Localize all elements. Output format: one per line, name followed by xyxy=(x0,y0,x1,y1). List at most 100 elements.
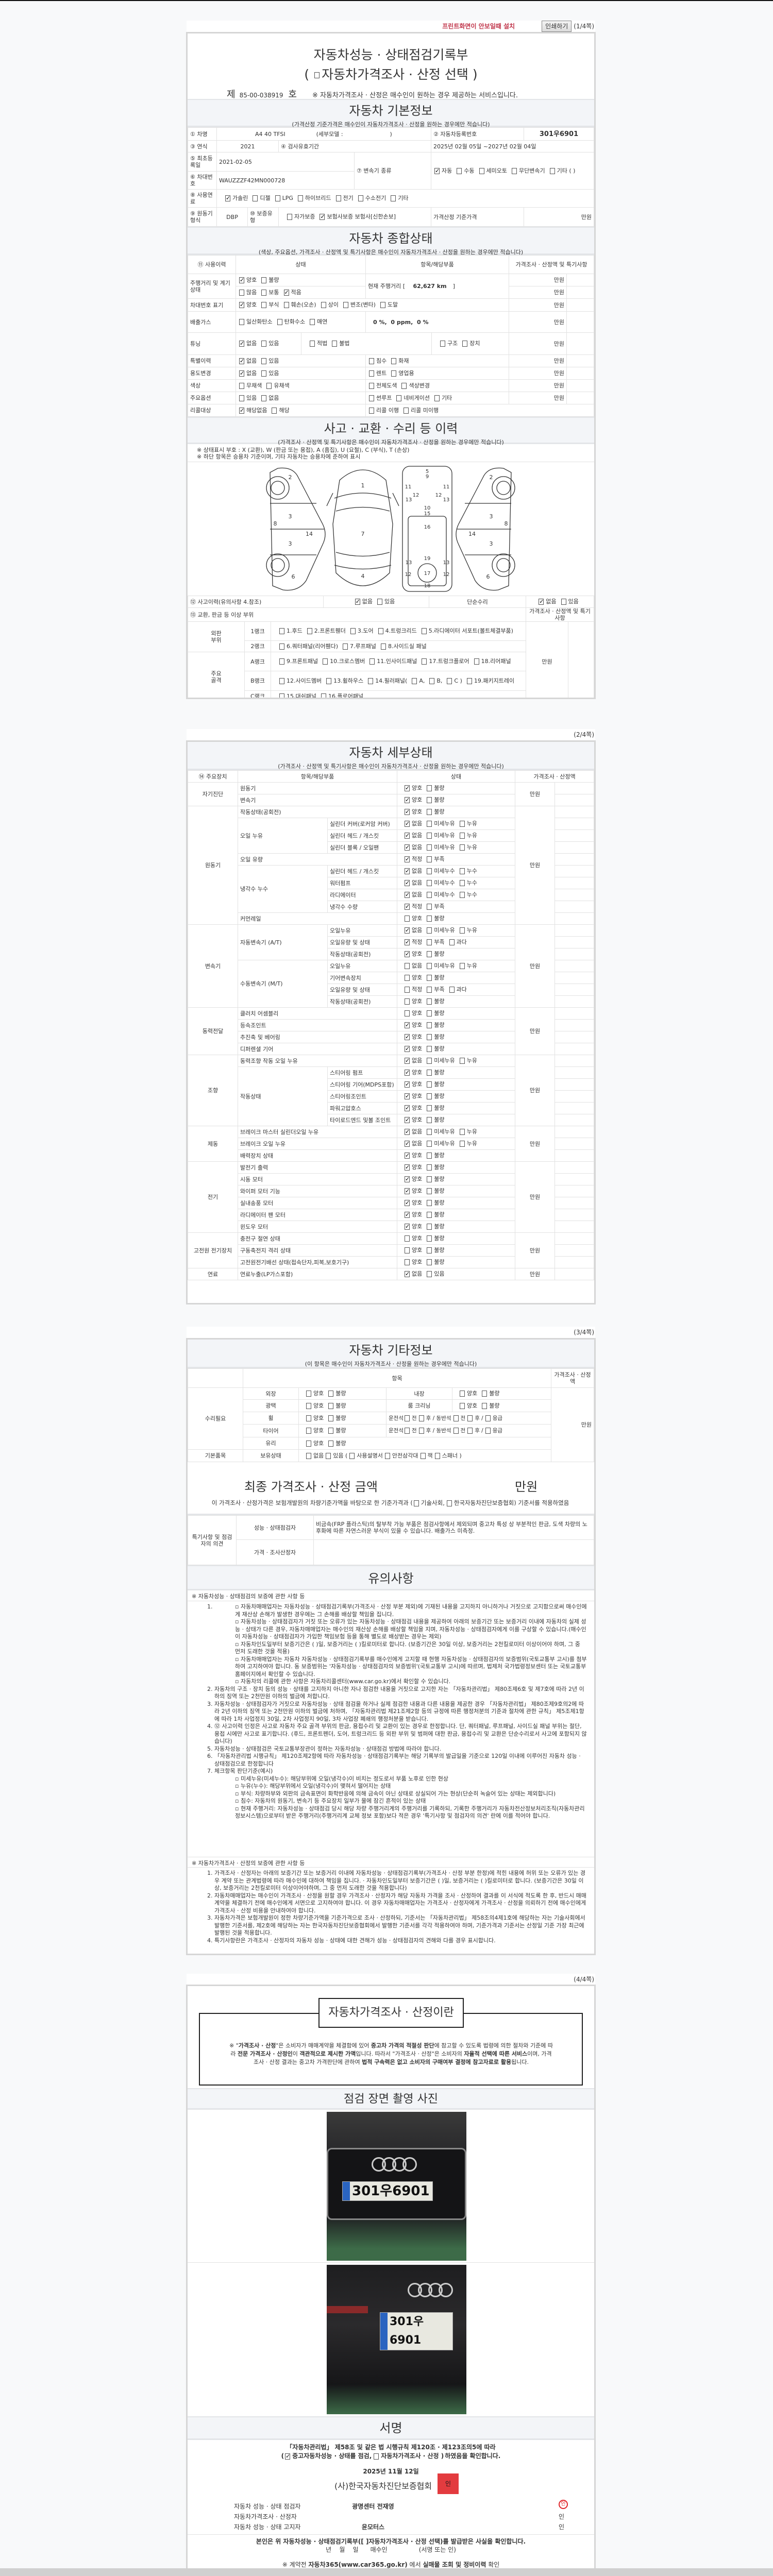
checkbox[interactable] xyxy=(279,693,284,698)
checkbox-option[interactable]: ✓ 없음 xyxy=(537,597,557,606)
checkbox-option[interactable]: ✓ 없음 xyxy=(404,1139,422,1148)
checkbox[interactable] xyxy=(427,998,432,1005)
checkbox[interactable] xyxy=(239,319,244,325)
checkbox-option[interactable]: 누유 xyxy=(459,1127,477,1137)
checkbox[interactable] xyxy=(427,1271,432,1277)
checkbox[interactable] xyxy=(427,880,432,886)
checkbox-option[interactable]: 불량 xyxy=(327,1401,346,1411)
checkbox-option[interactable]: 불량 xyxy=(426,1175,445,1184)
checkbox-option[interactable]: 미세누유 xyxy=(426,926,455,935)
checked-checkbox[interactable]: ✓ xyxy=(405,808,410,815)
print-install-link[interactable]: 프린트화면이 안보일때 설치 xyxy=(442,23,515,30)
checkbox-option[interactable]: ✓ 적정 xyxy=(404,855,422,864)
checkbox[interactable] xyxy=(474,658,479,665)
checkbox-option[interactable]: 응급 xyxy=(484,1414,502,1423)
checkbox[interactable] xyxy=(378,628,383,634)
checkbox[interactable] xyxy=(401,382,407,389)
checkbox[interactable] xyxy=(326,677,332,684)
checkbox-option[interactable]: ✓ 양호 xyxy=(404,1115,422,1125)
checkbox-option[interactable]: 적법 xyxy=(309,339,327,348)
checkbox-option[interactable]: ✓ 없음 xyxy=(404,843,422,852)
checkbox-option[interactable]: 있음 ( xyxy=(325,1451,347,1461)
checkbox[interactable] xyxy=(310,319,315,325)
checkbox[interactable] xyxy=(482,1391,488,1397)
checkbox-option[interactable]: 누유 xyxy=(459,843,477,852)
checkbox[interactable] xyxy=(561,599,566,605)
checkbox-option[interactable]: ✓ 양호 xyxy=(238,276,257,285)
checkbox-option[interactable]: 무채색 xyxy=(238,381,262,391)
buyer-signature[interactable]: (서명 또는 인) xyxy=(418,2546,456,2553)
checkbox[interactable] xyxy=(485,1428,491,1434)
checkbox-option[interactable]: 19.패키지트레이 xyxy=(466,676,514,686)
checkbox[interactable] xyxy=(377,599,382,605)
checkbox-option[interactable]: 12.사이드멤버 xyxy=(278,676,322,686)
checkbox-option[interactable]: 있음 xyxy=(260,339,279,348)
checkbox-option[interactable]: 있음 xyxy=(560,597,579,606)
checkbox[interactable] xyxy=(279,628,284,634)
checkbox-option[interactable]: 불법 xyxy=(331,339,350,348)
checkbox[interactable] xyxy=(405,987,410,993)
checked-checkbox[interactable]: ✓ xyxy=(405,1128,410,1135)
checkbox-option[interactable]: ✓ 양호 xyxy=(238,300,257,310)
checkbox-option[interactable]: 과다 xyxy=(448,985,467,994)
checkbox[interactable] xyxy=(427,1212,432,1218)
checkbox-option[interactable]: ✓ 없음 xyxy=(354,597,373,606)
checkbox[interactable] xyxy=(261,277,267,283)
checkbox-option[interactable]: ✓ 없음 xyxy=(238,339,257,348)
checkbox-option[interactable]: 미세누유 xyxy=(426,961,455,971)
checkbox[interactable] xyxy=(427,1153,432,1159)
checkbox[interactable] xyxy=(380,302,385,308)
checkbox-option[interactable]: 양호 xyxy=(404,997,422,1006)
checkbox-option[interactable]: 불량 xyxy=(426,1021,445,1030)
checkbox-option[interactable]: 불량 xyxy=(426,1163,445,1172)
checkbox-option[interactable]: 불량 xyxy=(426,997,445,1006)
checked-checkbox[interactable]: ✓ xyxy=(405,1069,410,1076)
checkbox[interactable] xyxy=(427,916,432,922)
checkbox-option[interactable]: 부족 xyxy=(426,855,445,864)
checkbox-option[interactable]: 양호 xyxy=(305,1401,324,1411)
checkbox[interactable] xyxy=(459,927,465,934)
checked-checkbox[interactable]: ✓ xyxy=(355,598,360,605)
checkbox-option[interactable]: 미세누유 xyxy=(426,1056,455,1065)
checkbox-option[interactable]: 미세누유 xyxy=(426,1139,455,1148)
checkbox-option[interactable]: 8.사이드실 패널 xyxy=(380,642,427,651)
checkbox[interactable] xyxy=(427,1200,432,1206)
checkbox[interactable] xyxy=(261,370,267,377)
checkbox[interactable] xyxy=(369,382,374,389)
checkbox-option[interactable]: 침수 xyxy=(368,357,386,366)
checkbox[interactable] xyxy=(405,1235,410,1242)
checkbox-option[interactable]: 응급 xyxy=(484,1426,502,1435)
checkbox-option[interactable]: 누유 xyxy=(459,819,477,828)
checkbox-option[interactable]: 불량 xyxy=(426,795,445,805)
checkbox-option[interactable]: 부족 xyxy=(426,902,445,911)
checkbox-option[interactable]: ✓ 없음 xyxy=(404,1056,422,1065)
checkbox-option[interactable]: 있음 xyxy=(260,369,279,378)
checkbox[interactable] xyxy=(427,844,432,851)
checked-checkbox[interactable]: ✓ xyxy=(239,340,245,347)
checked-checkbox[interactable]: ✓ xyxy=(405,891,410,898)
checkbox[interactable] xyxy=(427,975,432,981)
checked-checkbox[interactable]: ✓ xyxy=(405,1105,410,1111)
checkbox-option[interactable]: 색상변경 xyxy=(400,381,430,391)
checkbox-option[interactable]: 부식 xyxy=(260,300,279,310)
checkbox-option[interactable]: 누유 xyxy=(459,831,477,840)
checkbox[interactable] xyxy=(328,1440,334,1447)
checked-checkbox[interactable]: ✓ xyxy=(405,785,410,791)
checkbox[interactable] xyxy=(427,939,432,945)
checkbox[interactable] xyxy=(405,1259,410,1265)
checkbox-option[interactable]: 6.쿼터패널(리어휀다) xyxy=(278,642,338,651)
checkbox-option[interactable]: 16.플로어패널 xyxy=(320,692,363,698)
checkbox[interactable] xyxy=(261,341,267,347)
checkbox-option[interactable]: 화재 xyxy=(390,357,409,366)
checkbox-option[interactable]: ✓ 없음 xyxy=(404,831,422,840)
checkbox-option[interactable]: ✓ 양호 xyxy=(404,1151,422,1160)
checkbox-option[interactable]: 양호 xyxy=(404,1246,422,1255)
checkbox-option[interactable]: 4.트렁크리드 xyxy=(377,626,417,636)
checkbox-option[interactable]: ✓ 없음 xyxy=(238,357,257,366)
checked-checkbox[interactable]: ✓ xyxy=(405,820,410,827)
checkbox-option[interactable]: 10.크로스멤버 xyxy=(322,657,365,666)
checkbox-option[interactable]: ✓ 양호 xyxy=(404,950,422,959)
checked-checkbox[interactable]: ✓ xyxy=(405,951,410,957)
checkbox[interactable] xyxy=(479,167,484,174)
checkbox[interactable] xyxy=(404,1415,410,1421)
